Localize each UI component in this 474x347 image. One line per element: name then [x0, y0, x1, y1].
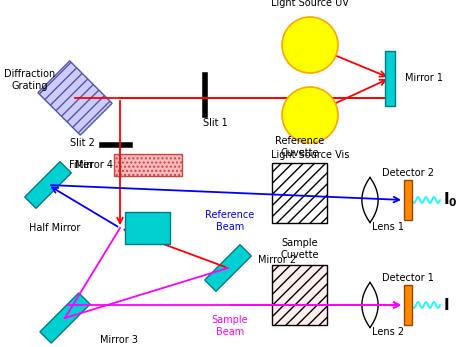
Text: Slit 1: Slit 1	[202, 118, 228, 128]
Text: Light Source Vis: Light Source Vis	[271, 150, 349, 160]
Ellipse shape	[282, 87, 338, 143]
Text: Mirror 1: Mirror 1	[405, 73, 443, 83]
Bar	[404, 180, 412, 220]
Bar	[114, 154, 182, 176]
Polygon shape	[40, 293, 90, 343]
Polygon shape	[205, 245, 251, 291]
Text: Detector 2: Detector 2	[382, 168, 434, 178]
Text: Reference
Beam: Reference Beam	[205, 210, 255, 231]
Text: Lens 1: Lens 1	[372, 222, 404, 232]
Polygon shape	[38, 61, 112, 135]
Text: Sample
Cuvette: Sample Cuvette	[281, 238, 319, 260]
Text: Mirror 4: Mirror 4	[75, 160, 113, 170]
Polygon shape	[25, 162, 71, 208]
Text: Diffraction
Grating: Diffraction Grating	[4, 69, 55, 91]
Text: Mirror 3: Mirror 3	[100, 335, 138, 345]
Text: Reference
Cuvette: Reference Cuvette	[275, 136, 325, 158]
Ellipse shape	[282, 17, 338, 73]
Text: Sample
Beam: Sample Beam	[212, 315, 248, 337]
Bar	[385, 51, 395, 105]
Text: Half Mirror: Half Mirror	[28, 223, 80, 233]
Text: Filter: Filter	[69, 160, 93, 170]
Text: Mirror 2: Mirror 2	[258, 255, 296, 265]
Text: Light Source UV: Light Source UV	[271, 0, 349, 8]
Bar	[273, 265, 328, 325]
Bar	[273, 163, 328, 223]
Text: $\mathbf{I_0}$: $\mathbf{I_0}$	[443, 191, 458, 209]
Text: $\mathbf{I}$: $\mathbf{I}$	[443, 297, 449, 313]
Bar	[126, 212, 171, 244]
Text: Lens 2: Lens 2	[372, 327, 404, 337]
Bar	[404, 285, 412, 325]
Text: Slit 2: Slit 2	[70, 138, 95, 148]
Text: Detector 1: Detector 1	[382, 273, 434, 283]
